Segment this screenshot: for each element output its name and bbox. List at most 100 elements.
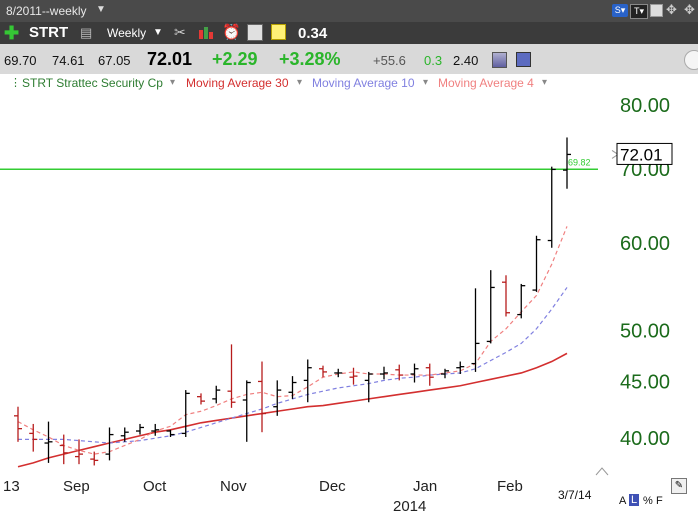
tools-icon[interactable]: ✂ — [174, 24, 186, 40]
ohlc-bar — [410, 363, 419, 383]
s-dropdown-icon[interactable]: S▾ — [612, 4, 628, 17]
y-tick-label: 60.00 — [620, 233, 670, 255]
printer-icon[interactable]: ▤ — [80, 25, 93, 40]
expand-icon[interactable]: ✥ — [684, 2, 695, 17]
add-study-icon[interactable] — [684, 50, 698, 70]
bar-chart-icon[interactable] — [198, 25, 214, 39]
database-icon[interactable] — [492, 52, 507, 68]
ohlc-bar — [75, 439, 83, 465]
ohlc-bar — [380, 366, 388, 380]
window-title: 8/2011--weekly — [6, 4, 87, 18]
legend-item-price[interactable]: STRT Strattec Security Cp — [22, 76, 163, 90]
x-month-label: Dec — [319, 478, 346, 495]
ohlc-bar — [563, 137, 571, 189]
ma30-line — [17, 352, 568, 468]
ohlc-bar — [349, 367, 358, 385]
ohlc-bar — [456, 361, 465, 375]
ohlc-bar — [273, 380, 282, 416]
ohlc-bar — [471, 288, 480, 372]
symbol-label[interactable]: STRT — [29, 24, 69, 41]
ohlc-bar — [319, 365, 327, 378]
move-icon[interactable]: ✥ — [666, 2, 677, 17]
x-year-label: 2014 — [393, 498, 426, 515]
scale-button-percent[interactable]: % — [643, 495, 653, 507]
y-tick-label: 40.00 — [620, 428, 670, 450]
ohlc-bar — [547, 166, 556, 248]
alert-line-label: 69.82 — [568, 157, 591, 167]
ohlc-bar — [364, 371, 373, 403]
price-change: +2.29 — [212, 49, 258, 69]
legend-handle-icon[interactable]: ⋮ — [10, 77, 21, 89]
ohlc-bar — [486, 270, 495, 344]
ohlc-bar — [303, 359, 312, 403]
scale-button-fit[interactable]: F — [656, 495, 663, 507]
ma10-line — [18, 287, 568, 444]
ohlc-bar — [212, 385, 221, 404]
window-titlebar: 8/2011--weekly ▼ S▾ T▾ ✥ ✥ — [0, 0, 698, 22]
legend-item-ma30[interactable]: Moving Average 30 — [186, 76, 289, 90]
x-month-label: Feb — [497, 478, 523, 495]
ohlc-bar — [59, 434, 68, 465]
scale-button-auto[interactable]: A — [619, 495, 627, 507]
scale-button-log[interactable]: L — [629, 494, 640, 506]
legend-dropdown-icon[interactable]: ▾ — [423, 77, 429, 88]
last-price: 72.01 — [147, 49, 193, 69]
last-price-tag: 72.01 — [620, 145, 663, 164]
current-date-label: 3/7/14 — [558, 488, 592, 502]
legend-dropdown-icon[interactable]: ▾ — [542, 77, 548, 88]
ohlc-bar — [242, 380, 251, 442]
title-dropdown-icon[interactable]: ▼ — [96, 4, 106, 15]
indicator-value: 0.34 — [298, 25, 328, 42]
ohlc-bar — [334, 368, 343, 378]
ohlc-bar — [517, 283, 526, 319]
legend-item-ma10[interactable]: Moving Average 10 — [312, 76, 415, 90]
t-dropdown-icon[interactable]: T▾ — [630, 4, 648, 19]
ohlc-bar — [166, 429, 175, 437]
chart-toolbar: ✚ STRT ▤ Weekly ▼ ✂ ⏰ 0.34 — [0, 22, 698, 44]
ohlc-bar — [120, 427, 129, 442]
x-month-label: Sep — [63, 478, 90, 495]
x-month-label: Nov — [220, 478, 247, 495]
open-price: 69.70 — [4, 53, 37, 68]
add-symbol-icon[interactable]: ✚ — [4, 23, 20, 43]
ma4-line — [17, 226, 568, 455]
ohlc-bar — [441, 368, 449, 379]
x-month-label: Oct — [143, 478, 167, 495]
stat-3: 2.40 — [453, 53, 479, 68]
stat-1: +55.6 — [373, 53, 406, 68]
y-tick-label: 80.00 — [620, 95, 670, 117]
ohlc-bar — [288, 376, 297, 399]
stat-2: 0.3 — [424, 53, 443, 68]
high-price: 74.61 — [52, 53, 85, 68]
price-change-pct: +3.28% — [279, 49, 341, 69]
ohlc-bar — [532, 235, 541, 292]
quote-bar: 69.70 74.61 67.05 72.01 +2.29 +3.28% +55… — [0, 44, 698, 75]
ohlc-bar — [197, 393, 205, 405]
note-icon[interactable] — [271, 24, 286, 40]
ohlc-bar — [258, 361, 266, 433]
scroll-marker-icon[interactable] — [595, 467, 609, 476]
y-tick-label: 50.00 — [620, 321, 670, 343]
pencil-icon[interactable]: ✎ — [671, 478, 687, 494]
legend-item-ma4[interactable]: Moving Average 4 — [438, 76, 534, 90]
calculator-icon[interactable] — [247, 24, 263, 41]
x-month-label: Jan — [413, 478, 437, 495]
ohlc-bar — [425, 363, 434, 386]
ohlc-bar — [181, 390, 190, 437]
period-dropdown-icon[interactable]: ▼ — [153, 27, 163, 38]
ohlc-bar — [227, 344, 236, 408]
save-icon[interactable] — [516, 52, 531, 67]
ohlc-bar — [44, 421, 53, 463]
chart-legend: ⋮ STRT Strattec Security Cp ▾ Moving Ave… — [0, 74, 698, 92]
ohlc-bar — [14, 406, 22, 442]
legend-dropdown-icon[interactable]: ▾ — [170, 77, 176, 88]
ohlc-bar — [395, 364, 404, 381]
legend-dropdown-icon[interactable]: ▾ — [297, 77, 303, 88]
alarm-clock-icon[interactable]: ⏰ — [222, 24, 241, 41]
period-select[interactable]: Weekly — [107, 26, 147, 40]
ohlc-bar — [502, 275, 510, 317]
minimize-icon[interactable] — [650, 4, 663, 17]
low-price: 67.05 — [98, 53, 131, 68]
ohlc-bar — [151, 423, 160, 436]
